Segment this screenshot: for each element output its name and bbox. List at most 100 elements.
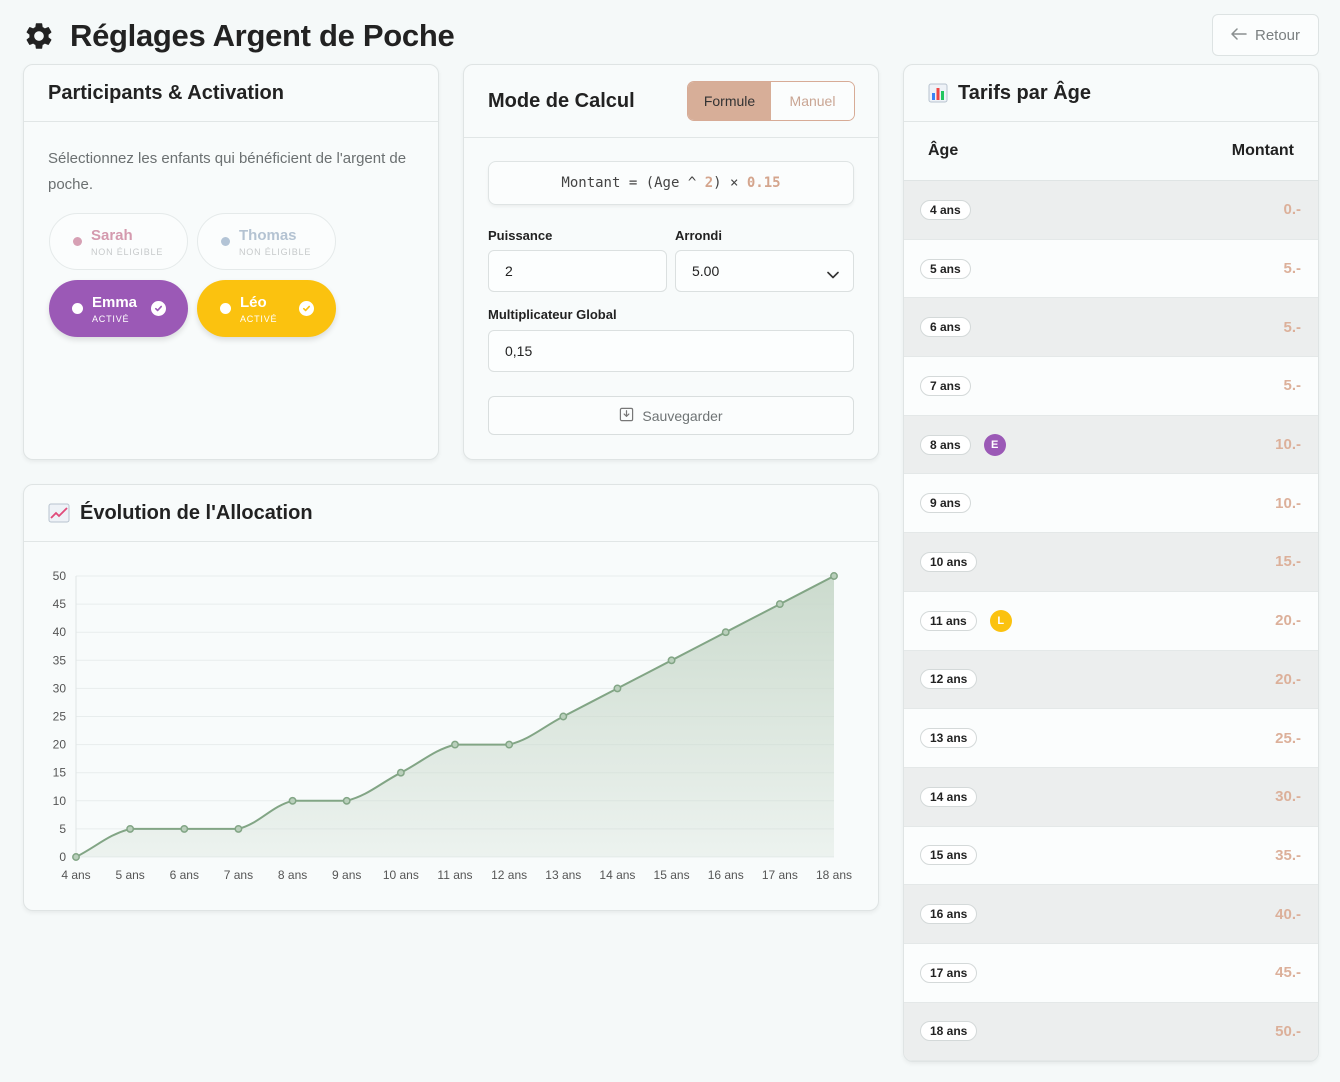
age-pill: 14 ans: [920, 786, 978, 807]
child-chip-sarah[interactable]: Sarah NON ÉLIGIBLE: [49, 213, 188, 270]
age-pill: 8 ans: [920, 434, 971, 455]
page-header: Réglages Argent de Poche: [22, 14, 455, 58]
formula-multiplier: 0.15: [746, 175, 781, 191]
age-pill: 18 ans: [920, 1021, 978, 1042]
x-tick-label: 5 ans: [115, 868, 144, 882]
amount-value: 50.-: [1275, 1022, 1301, 1040]
child-chip-leo[interactable]: Léo ACTIVÉ: [197, 280, 336, 337]
age-pill: 5 ans: [920, 258, 971, 279]
x-tick-label: 13 ans: [545, 868, 581, 882]
status-dot-icon: [73, 237, 82, 246]
y-tick-label: 25: [53, 710, 67, 724]
child-chip-thomas[interactable]: Thomas NON ÉLIGIBLE: [197, 213, 336, 270]
tarifs-table-body: 4 ans 0.- 5 ans 5.- 6 ans 5.- 7 ans 5.- 8 ans E 10…: [904, 181, 1318, 1061]
child-chip-emma[interactable]: Emma ACTIVÉ: [49, 280, 188, 337]
x-tick-label: 17 ans: [762, 868, 798, 882]
age-pill: 15 ans: [920, 845, 978, 866]
amount-value: 20.-: [1275, 670, 1301, 688]
y-tick-label: 50: [53, 569, 67, 583]
rounding-label: Arrondi: [675, 228, 722, 243]
table-row: 15 ans 35.-: [904, 826, 1318, 886]
formula-prefix: Montant = (Age ^: [561, 175, 705, 191]
formula-display: Montant = (Age ^ 2) × 0.15: [488, 161, 854, 205]
table-row: 6 ans 5.-: [904, 298, 1318, 358]
amount-value: 0.-: [1283, 201, 1301, 219]
save-button[interactable]: Sauvegarder: [488, 396, 854, 435]
status-dot-icon: [220, 303, 231, 314]
child-status: ACTIVÉ: [92, 313, 130, 324]
line-chart-icon: [48, 503, 70, 523]
tarifs-title: Tarifs par Âge: [958, 81, 1091, 104]
amount-value: 20.-: [1275, 612, 1301, 630]
power-input[interactable]: 2: [488, 250, 667, 292]
table-row: 5 ans 5.-: [904, 239, 1318, 299]
participants-card: Participants & Activation Sélectionnez l…: [23, 64, 439, 460]
bar-chart-icon: [928, 83, 948, 103]
amount-value: 10.-: [1275, 436, 1301, 454]
age-pill: 9 ans: [920, 493, 971, 514]
data-point: [396, 768, 405, 777]
child-status: NON ÉLIGIBLE: [91, 246, 164, 257]
participants-description: Sélectionnez les enfants qui bénéficient…: [48, 150, 407, 193]
age-pill: 11 ans: [920, 610, 977, 631]
multiplier-input[interactable]: 0,15: [488, 330, 854, 372]
column-header-age: Âge: [928, 142, 959, 159]
x-tick-label: 8 ans: [278, 868, 307, 882]
data-point: [72, 853, 80, 861]
child-avatar-badge: E: [983, 433, 1006, 456]
data-point: [180, 824, 189, 833]
tab-manuel[interactable]: Manuel: [771, 82, 854, 120]
column-header-amount: Montant: [1231, 142, 1294, 159]
data-point: [126, 824, 135, 833]
area-fill: [76, 576, 834, 857]
table-row: 7 ans 5.-: [904, 357, 1318, 416]
gear-icon: [22, 19, 56, 53]
arrow-left-icon: [1231, 27, 1247, 44]
child-status: NON ÉLIGIBLE: [239, 246, 312, 257]
x-tick-label: 18 ans: [816, 868, 852, 882]
x-tick-label: 14 ans: [599, 868, 635, 882]
data-point: [559, 712, 568, 721]
status-dot-icon: [72, 303, 83, 314]
x-tick-label: 9 ans: [332, 868, 361, 882]
amount-value: 40.-: [1275, 905, 1301, 923]
allocation-chart-card: Évolution de l'Allocation 0 5 10 15 20 25 30 35…: [23, 484, 879, 911]
tab-formule[interactable]: Formule: [688, 82, 771, 120]
amount-value: 5.-: [1283, 260, 1301, 278]
tarifs-header: Tarifs par Âge: [904, 65, 1318, 122]
calculation-mode-card: Mode de Calcul Formule Manuel Montant = …: [463, 64, 879, 460]
check-icon: [299, 301, 314, 316]
x-tick-label: 4 ans: [61, 868, 90, 882]
status-dot-icon: [221, 237, 230, 246]
table-row: 14 ans 30.-: [904, 767, 1318, 827]
back-button[interactable]: Retour: [1212, 14, 1319, 56]
formula-power: 2: [704, 175, 714, 191]
check-icon: [151, 301, 166, 316]
amount-value: 15.-: [1275, 553, 1301, 571]
age-pill: 7 ans: [920, 375, 971, 396]
multiplier-label: Multiplicateur Global: [488, 307, 617, 322]
x-tick-label: 6 ans: [170, 868, 199, 882]
data-point: [342, 796, 351, 805]
amount-value: 30.-: [1275, 788, 1301, 806]
back-button-label: Retour: [1254, 26, 1301, 44]
table-row: 17 ans 45.-: [904, 943, 1318, 1003]
child-name: Sarah: [91, 226, 133, 244]
table-row: 4 ans 0.-: [904, 181, 1318, 240]
formula-times: ) ×: [713, 175, 747, 191]
data-point: [667, 656, 676, 665]
age-pill: 4 ans: [920, 199, 971, 220]
tarifs-card: Tarifs par Âge Âge Montant 4 ans 0.- 5 ans…: [903, 64, 1319, 1062]
child-status: ACTIVÉ: [240, 313, 278, 324]
age-pill: 10 ans: [920, 551, 978, 572]
amount-value: 25.-: [1275, 729, 1301, 747]
table-row: 12 ans 20.-: [904, 650, 1318, 710]
table-row: 10 ans 15.-: [904, 533, 1318, 592]
y-tick-label: 20: [53, 738, 67, 752]
age-pill: 16 ans: [920, 904, 978, 925]
child-name: Léo: [240, 293, 267, 311]
rounding-value: 5.00: [692, 263, 720, 279]
mode-title: Mode de Calcul: [464, 65, 878, 138]
data-point: [451, 740, 459, 749]
rounding-select[interactable]: 5.00: [675, 250, 854, 292]
